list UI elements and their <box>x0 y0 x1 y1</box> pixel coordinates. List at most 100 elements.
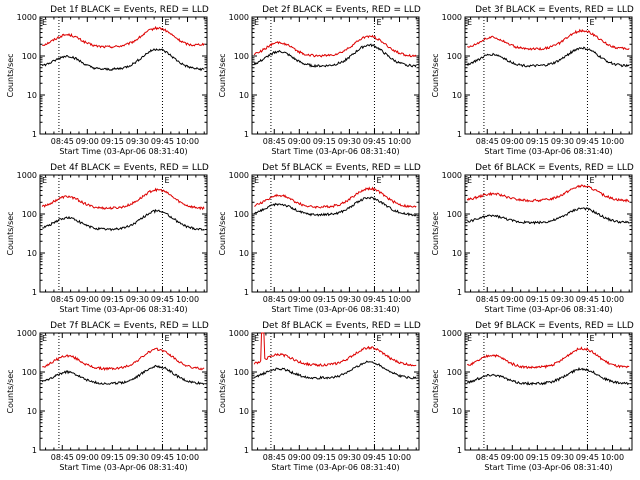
x-tick-label: 09:00 <box>76 137 99 146</box>
panel-title: Det 8f BLACK = Events, RED = LLD <box>262 321 421 331</box>
y-tick-label: 1000 <box>17 13 37 22</box>
lld-series-line <box>253 332 417 368</box>
x-tick-label: 09:15 <box>101 453 124 462</box>
events-series-line <box>253 196 417 217</box>
x-axis-label: Start Time (03-Apr-06 08:31:40) <box>271 305 399 314</box>
panel-title: Det 6f BLACK = Events, RED = LLD <box>475 163 634 173</box>
e-marker: E <box>589 18 594 27</box>
x-tick-label: 10:00 <box>176 295 199 304</box>
plot-frame <box>464 332 633 451</box>
y-tick-label: 1 <box>457 446 462 455</box>
x-tick-label: 09:15 <box>313 295 336 304</box>
panel-title: Det 1f BLACK = Events, RED = LLD <box>50 5 209 15</box>
e-marker: E <box>376 334 381 343</box>
x-tick-label: 09:00 <box>501 453 524 462</box>
events-series-line <box>41 364 205 386</box>
lld-series-line <box>41 187 205 211</box>
y-tick-label: 1000 <box>17 329 37 338</box>
y-tick-label: 1 <box>457 130 462 139</box>
x-axis-label: Start Time (03-Apr-06 08:31:40) <box>59 305 187 314</box>
e-marker: E <box>42 334 47 343</box>
x-tick-label: 10:00 <box>601 137 624 146</box>
e-marker: E <box>254 334 259 343</box>
e-marker: E <box>589 176 594 185</box>
y-tick-label: 10 <box>27 91 37 100</box>
y-axis-label: Counts/sec <box>431 211 440 255</box>
y-tick-label: 1 <box>32 446 37 455</box>
y-tick-label: 100 <box>447 52 462 61</box>
x-tick-label: 09:15 <box>526 453 549 462</box>
y-tick-label: 100 <box>22 368 37 377</box>
e-marker: E <box>467 334 472 343</box>
x-tick-label: 10:00 <box>388 453 411 462</box>
y-axis-label: Counts/sec <box>6 53 15 97</box>
x-tick-label: 09:00 <box>76 453 99 462</box>
y-axis-label: Counts/sec <box>6 211 15 255</box>
plot-frame <box>464 16 633 135</box>
y-tick-label: 10 <box>239 407 249 416</box>
plot-frame <box>251 174 420 293</box>
lld-series-line <box>466 184 630 203</box>
x-tick-label: 09:15 <box>313 137 336 146</box>
x-tick-label: 09:45 <box>363 453 386 462</box>
y-tick-label: 1000 <box>442 171 462 180</box>
y-axis-label: Counts/sec <box>218 211 227 255</box>
events-series-line <box>466 46 630 68</box>
e-marker: E <box>164 334 169 343</box>
x-tick-label: 09:45 <box>363 295 386 304</box>
e-marker: E <box>254 176 259 185</box>
events-series-line <box>254 360 417 380</box>
y-tick-label: 100 <box>447 210 462 219</box>
y-tick-label: 10 <box>452 91 462 100</box>
y-tick-label: 1 <box>244 446 249 455</box>
panel-title: Det 5f BLACK = Events, RED = LLD <box>262 163 421 173</box>
y-tick-label: 1000 <box>229 329 249 338</box>
x-tick-label: 10:00 <box>176 137 199 146</box>
y-tick-label: 10 <box>27 407 37 416</box>
lld-series-line <box>254 186 417 210</box>
x-tick-label: 09:00 <box>501 137 524 146</box>
x-axis-label: Start Time (03-Apr-06 08:31:40) <box>271 147 399 156</box>
x-tick-label: 08:45 <box>263 453 286 462</box>
y-tick-label: 10 <box>452 407 462 416</box>
lld-series-line <box>253 34 417 58</box>
y-tick-label: 100 <box>22 210 37 219</box>
y-axis-label: Counts/sec <box>218 369 227 413</box>
x-tick-label: 08:45 <box>476 137 499 146</box>
y-tick-label: 100 <box>447 368 462 377</box>
events-series-line <box>467 207 630 225</box>
x-tick-label: 09:30 <box>338 137 361 146</box>
panel-title: Det 7f BLACK = Events, RED = LLD <box>50 321 209 331</box>
x-axis-label: Start Time (03-Apr-06 08:31:40) <box>59 147 187 156</box>
x-tick-label: 09:15 <box>526 295 549 304</box>
events-series-line <box>41 48 205 72</box>
x-tick-label: 09:30 <box>126 453 149 462</box>
x-tick-label: 09:00 <box>501 295 524 304</box>
x-tick-label: 09:00 <box>288 453 311 462</box>
x-tick-label: 10:00 <box>601 453 624 462</box>
x-tick-label: 09:30 <box>338 453 361 462</box>
y-tick-label: 1000 <box>17 171 37 180</box>
x-tick-label: 09:45 <box>576 453 599 462</box>
y-tick-label: 100 <box>234 210 249 219</box>
x-tick-label: 09:30 <box>126 137 149 146</box>
x-tick-label: 10:00 <box>388 137 411 146</box>
x-tick-label: 08:45 <box>51 295 74 304</box>
x-tick-label: 08:45 <box>476 295 499 304</box>
plot-frame <box>464 174 633 293</box>
y-tick-label: 1000 <box>442 329 462 338</box>
x-tick-label: 08:45 <box>263 137 286 146</box>
e-marker: E <box>164 176 169 185</box>
e-marker: E <box>42 18 47 27</box>
y-axis-label: Counts/sec <box>218 53 227 97</box>
e-marker: E <box>164 18 169 27</box>
x-tick-label: 08:45 <box>476 453 499 462</box>
x-tick-label: 09:00 <box>288 137 311 146</box>
